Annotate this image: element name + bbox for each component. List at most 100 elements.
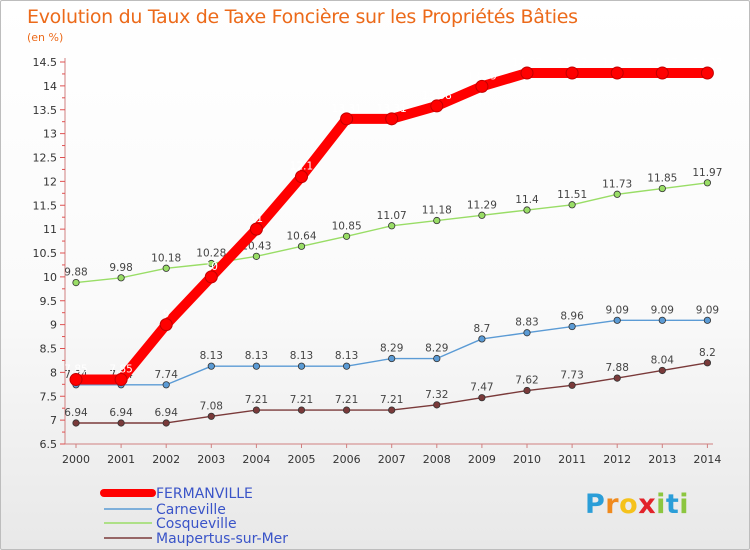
data-point xyxy=(249,222,263,236)
data-label: 9.09 xyxy=(696,304,719,316)
data-label: 6.94 xyxy=(109,407,133,419)
data-label: 7.88 xyxy=(606,362,629,374)
logo-letter: t xyxy=(665,489,680,520)
data-point xyxy=(207,412,215,420)
data-label: 8.7 xyxy=(474,323,491,335)
data-label: 9.09 xyxy=(651,304,674,316)
data-point xyxy=(388,222,396,230)
data-point xyxy=(297,242,306,250)
data-point xyxy=(658,184,666,193)
data-label: 11.07 xyxy=(377,210,407,222)
y-tick-label: 12 xyxy=(43,175,57,188)
data-point xyxy=(162,419,170,427)
data-point xyxy=(655,66,669,80)
data-point xyxy=(433,216,441,225)
data-point xyxy=(72,419,80,427)
data-point xyxy=(207,259,215,268)
x-tick-label: 2011 xyxy=(558,453,586,466)
data-point xyxy=(159,318,173,332)
data-point xyxy=(700,66,714,80)
chart-axes: 6.5 7 7.5 8 8.5 9 9.5 10 10.5 11 11.5 12 12.5 13 13.5 1… xyxy=(33,56,722,466)
data-point xyxy=(520,66,534,80)
x-tick-label: 2012 xyxy=(603,453,631,466)
data-point xyxy=(568,381,576,389)
data-point xyxy=(72,279,80,287)
data-point xyxy=(69,373,83,387)
data-point xyxy=(117,274,125,282)
logo-letter: x xyxy=(638,489,657,520)
data-point xyxy=(430,99,444,113)
data-label: 7.62 xyxy=(515,375,538,387)
data-point xyxy=(388,406,396,414)
data-point xyxy=(658,316,666,324)
data-label: 8.29 xyxy=(425,343,448,355)
data-label: 8.96 xyxy=(560,311,584,323)
data-point xyxy=(342,362,351,370)
legend-label: Maupertus-sur-Mer xyxy=(156,531,288,547)
y-tick-label: 9.5 xyxy=(40,295,58,308)
data-point xyxy=(252,252,260,260)
data-point xyxy=(703,179,712,187)
data-point xyxy=(297,406,306,414)
data-point xyxy=(703,316,712,324)
data-point xyxy=(297,362,306,370)
data-label: 7.21 xyxy=(290,394,313,406)
y-tick-label: 7.5 xyxy=(40,390,58,403)
logo-letter: i xyxy=(656,489,666,520)
series-line xyxy=(75,182,709,284)
y-tick-label: 11.5 xyxy=(33,199,58,212)
data-label: 6.94 xyxy=(64,407,88,419)
legend-label: Carneville xyxy=(156,502,226,518)
chart-title: Evolution du Taux de Taxe Foncière sur l… xyxy=(27,6,578,28)
data-label: 7.74 xyxy=(155,369,179,381)
legend-label: FERMANVILLE xyxy=(156,486,253,502)
data-point xyxy=(342,232,351,240)
data-point xyxy=(658,366,666,375)
data-label: 13.99 xyxy=(467,70,497,82)
data-label: 11.51 xyxy=(557,189,587,201)
data-label: 7.21 xyxy=(335,394,358,406)
y-tick-label: 13 xyxy=(43,128,57,141)
data-point xyxy=(295,170,308,184)
data-label: 9.88 xyxy=(64,267,87,279)
data-label: 11.29 xyxy=(467,199,497,211)
y-unit-label: (en %) xyxy=(27,31,64,44)
y-tick-label: 8.5 xyxy=(40,343,58,356)
x-tick-label: 2013 xyxy=(648,453,676,466)
x-tick-label: 2005 xyxy=(288,453,316,466)
data-label: 8.04 xyxy=(651,354,675,366)
data-label: 6.94 xyxy=(155,407,179,419)
data-label: 11.4 xyxy=(515,194,539,206)
data-point xyxy=(613,190,621,198)
y-tick-label: 10 xyxy=(43,271,57,284)
data-point xyxy=(117,419,125,427)
data-label: 8.13 xyxy=(335,350,358,362)
data-point xyxy=(340,112,354,126)
data-point xyxy=(523,386,531,395)
data-point xyxy=(342,406,351,414)
data-point xyxy=(610,66,624,80)
data-label: 8.13 xyxy=(200,350,223,362)
y-tick-label: 13.5 xyxy=(33,104,58,117)
data-point xyxy=(613,374,621,382)
series-fermanville: 7.85 7.85 9 10 11 12.1 13.31 13.31 13.58 13.99 14.… xyxy=(64,57,722,387)
x-tick-label: 2009 xyxy=(468,453,496,466)
data-label: 13.58 xyxy=(422,90,452,102)
data-label: 7.21 xyxy=(380,394,403,406)
logo-letter: r xyxy=(605,489,620,520)
data-label: 10.64 xyxy=(286,230,316,242)
data-label: 14.27 xyxy=(647,57,677,69)
data-point xyxy=(478,211,486,219)
data-label: 8.13 xyxy=(245,350,268,362)
x-tick-label: 2001 xyxy=(107,453,135,466)
data-point xyxy=(478,394,486,402)
data-label: 11.85 xyxy=(647,173,677,185)
data-label: 7.21 xyxy=(245,394,268,406)
data-label: 8.13 xyxy=(290,350,313,362)
data-label: 10.85 xyxy=(332,220,362,232)
x-tick-label: 2014 xyxy=(693,453,721,466)
data-label: 11.97 xyxy=(692,167,722,179)
y-tick-label: 7 xyxy=(50,414,57,427)
x-tick-label: 2006 xyxy=(333,453,361,466)
